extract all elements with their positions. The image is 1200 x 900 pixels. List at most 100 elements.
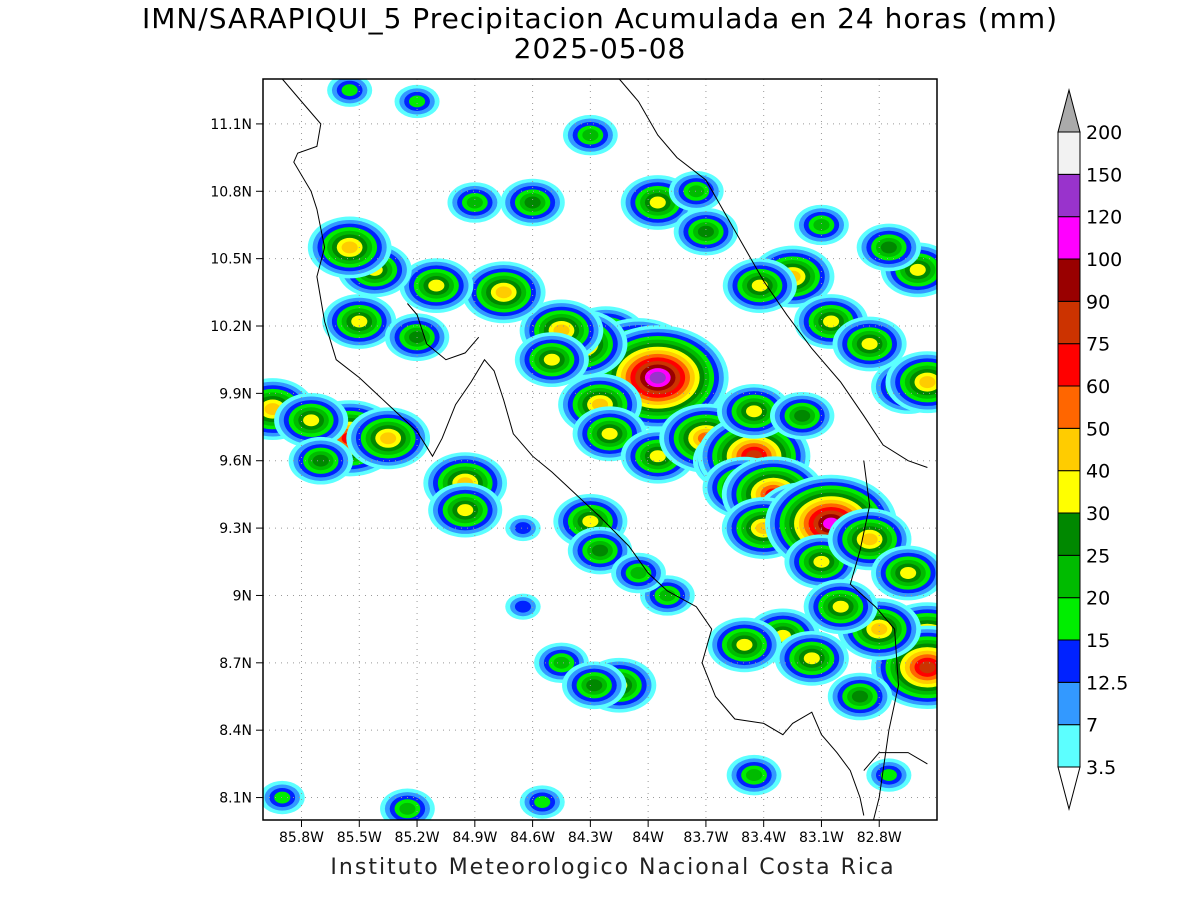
rain-contour bbox=[274, 791, 291, 804]
colorbar-label: 90 bbox=[1086, 291, 1110, 313]
colorbar-swatch bbox=[1057, 470, 1081, 514]
rain-contour bbox=[832, 600, 849, 613]
rain-contour bbox=[495, 286, 512, 299]
rain-cell bbox=[827, 672, 893, 721]
rain-contour bbox=[524, 196, 541, 209]
colorbar-label: 25 bbox=[1086, 545, 1110, 567]
rain-cell bbox=[707, 617, 782, 673]
x-tick-label: 84W bbox=[632, 830, 664, 846]
rain-contour bbox=[591, 544, 609, 557]
rain-contour bbox=[341, 241, 358, 254]
coastline bbox=[281, 79, 865, 816]
y-tick-label: 9.9N bbox=[219, 386, 252, 402]
rain-contour bbox=[601, 427, 618, 440]
rain-cell bbox=[673, 207, 739, 256]
colorbar-label: 120 bbox=[1086, 207, 1122, 229]
rain-cell bbox=[447, 182, 503, 223]
rain-cell bbox=[514, 332, 589, 388]
rain-contour bbox=[582, 129, 599, 142]
rain-contour bbox=[649, 450, 666, 463]
colorbar-label: 60 bbox=[1086, 376, 1110, 398]
rain-cell bbox=[803, 579, 878, 635]
footer-credit: Instituto Meteorologico Nacional Costa R… bbox=[330, 855, 896, 880]
rain-contour bbox=[351, 315, 368, 328]
rain-contour bbox=[534, 796, 551, 808]
precipitation-field bbox=[263, 79, 937, 820]
y-tick-label: 8.1N bbox=[219, 791, 252, 807]
rain-contour bbox=[813, 219, 830, 231]
rain-cell bbox=[461, 261, 546, 324]
rain-contour bbox=[861, 338, 878, 350]
rain-contour bbox=[880, 241, 897, 254]
rain-contour bbox=[586, 679, 603, 692]
rain-contour bbox=[803, 652, 820, 665]
colorbar-swatch bbox=[1057, 597, 1081, 641]
rain-contour bbox=[823, 315, 840, 328]
rain-cell bbox=[428, 482, 503, 538]
colorbar-label: 100 bbox=[1086, 249, 1122, 271]
rain-cell bbox=[640, 575, 695, 616]
coastline bbox=[863, 752, 928, 771]
coastline bbox=[618, 79, 928, 468]
rain-cell bbox=[871, 545, 937, 601]
longitude-axis: 85.8W 85.5W 85.2W 84.9W 84.6W 84.3W 84W 83.7W 83… bbox=[279, 820, 902, 846]
colorbar: 3.5 7 12.5 15 20 25 30 40 50 60 75 90 100 120 150 200 bbox=[1057, 88, 1128, 811]
y-tick-label: 10.8N bbox=[210, 184, 252, 200]
graticule bbox=[263, 79, 937, 820]
x-tick-label: 84.9W bbox=[452, 830, 497, 846]
rain-contour bbox=[466, 196, 483, 209]
map-date: 2025-05-08 bbox=[513, 32, 687, 65]
colorbar-label: 150 bbox=[1086, 164, 1122, 186]
rain-cell bbox=[794, 204, 849, 246]
rain-cell bbox=[327, 79, 373, 107]
coastline bbox=[849, 460, 900, 820]
colorbar-label: 20 bbox=[1086, 588, 1110, 610]
rain-contour bbox=[543, 353, 560, 366]
rain-cell bbox=[774, 630, 849, 686]
rain-contour bbox=[900, 567, 917, 579]
rain-contour bbox=[813, 555, 830, 568]
rain-contour bbox=[553, 656, 570, 669]
rain-cell bbox=[394, 84, 440, 119]
rain-cell bbox=[770, 392, 835, 440]
rain-contour bbox=[851, 690, 869, 703]
rain-contour bbox=[341, 84, 358, 97]
rain-contour bbox=[880, 769, 897, 782]
colorbar-over-arrow bbox=[1057, 88, 1081, 133]
colorbar-swatch bbox=[1057, 554, 1081, 599]
rain-cell bbox=[505, 593, 541, 620]
colorbar-label: 15 bbox=[1086, 630, 1110, 652]
rain-contour bbox=[688, 185, 705, 198]
rain-cell bbox=[563, 114, 618, 156]
rain-cell bbox=[288, 436, 353, 485]
rain-contour bbox=[312, 454, 329, 467]
colorbar-swatch bbox=[1057, 300, 1081, 345]
y-tick-label: 10.5N bbox=[210, 252, 252, 268]
colorbar-swatch bbox=[1057, 216, 1081, 260]
rain-contour bbox=[736, 638, 753, 651]
rain-cell bbox=[519, 785, 565, 819]
rain-contour bbox=[919, 661, 936, 674]
rain-contour bbox=[457, 504, 474, 517]
colorbar-label: 7 bbox=[1086, 715, 1098, 737]
rain-contour bbox=[919, 376, 936, 389]
latitude-axis: 8.1N 8.4N 8.7N 9N 9.3N 9.6N 9.9N 10.2N 10.5N 10.8… bbox=[210, 117, 263, 807]
rain-contour bbox=[871, 623, 888, 636]
x-tick-label: 85.2W bbox=[395, 830, 440, 846]
rain-contour bbox=[746, 769, 763, 782]
x-tick-label: 83.1W bbox=[799, 830, 844, 846]
coastlines bbox=[281, 79, 928, 820]
colorbar-label: 30 bbox=[1086, 503, 1110, 525]
colorbar-label: 50 bbox=[1086, 418, 1110, 440]
rain-contour bbox=[794, 409, 811, 422]
colorbar-swatch bbox=[1057, 681, 1081, 726]
rain-contour bbox=[649, 371, 666, 384]
x-tick-label: 84.6W bbox=[510, 830, 555, 846]
x-tick-label: 82.8W bbox=[857, 830, 902, 846]
x-tick-label: 83.7W bbox=[683, 830, 728, 846]
rain-cell bbox=[274, 392, 349, 448]
rain-cell bbox=[562, 661, 627, 710]
rain-cell bbox=[726, 754, 782, 796]
colorbar-label: 12.5 bbox=[1086, 672, 1128, 694]
plot-frame bbox=[262, 78, 938, 821]
